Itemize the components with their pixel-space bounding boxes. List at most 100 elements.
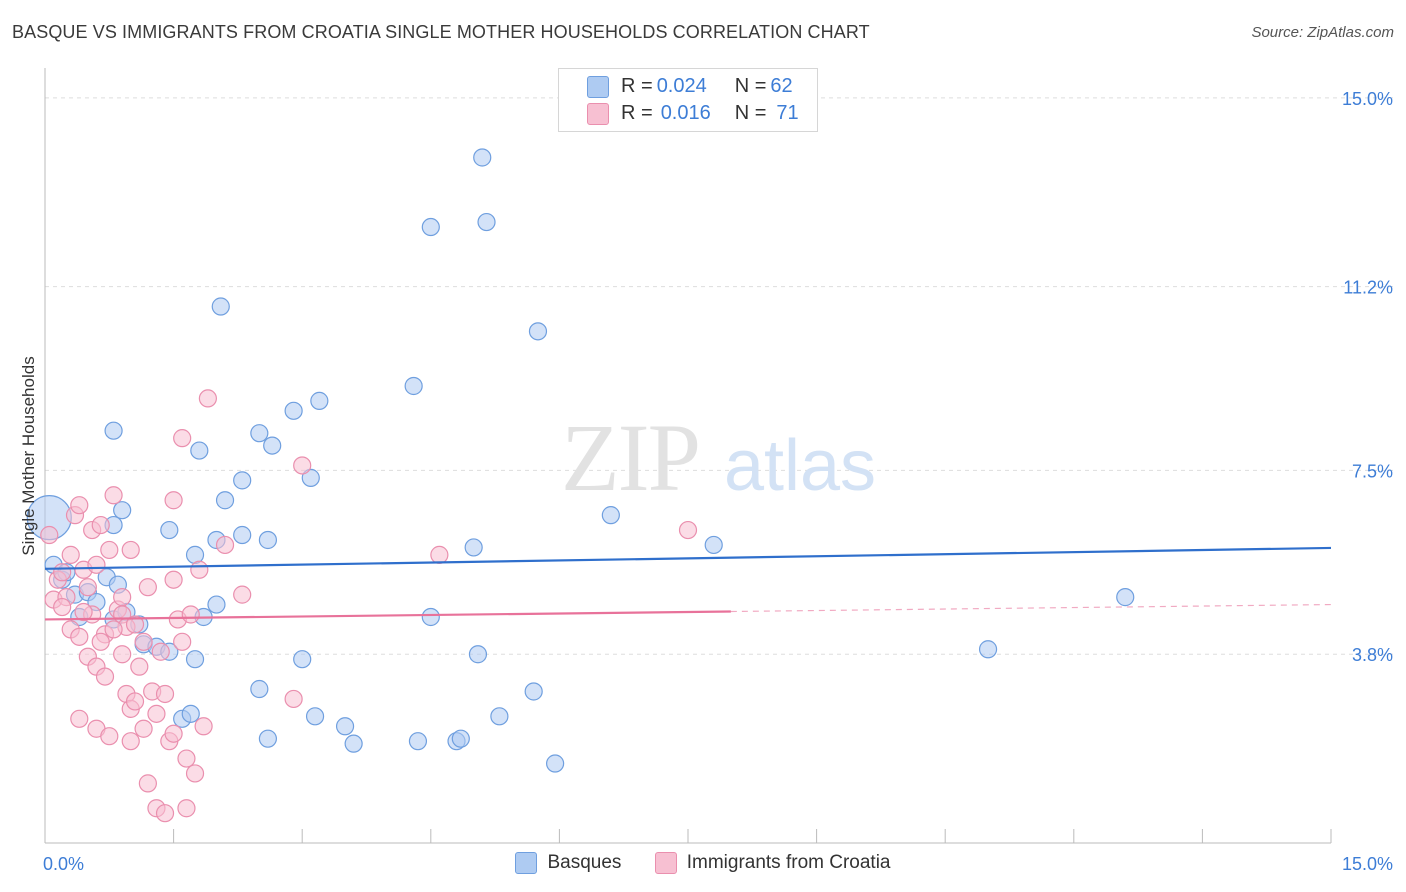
basques-point: [490, 707, 509, 726]
croatia-point: [233, 585, 252, 604]
croatia-point: [125, 615, 145, 634]
r-label: R =: [621, 102, 653, 124]
basques-point: [207, 595, 226, 614]
croatia-point: [134, 632, 153, 651]
croatia-point: [194, 717, 213, 736]
basques-point: [181, 704, 200, 723]
croatia-point: [125, 692, 145, 711]
croatia-point: [198, 389, 217, 408]
croatia-point: [53, 597, 72, 617]
croatia-legend-swatch: [654, 852, 677, 874]
tick-labels: 3.8% 7.5% 11.2% 15.0% 0.0% 15.0%: [43, 89, 1393, 874]
croatia-point: [164, 570, 183, 589]
croatia-point: [40, 525, 59, 545]
basques-point: [464, 538, 483, 557]
croatia-point: [151, 642, 170, 661]
watermark-zip: ZIP: [561, 404, 699, 511]
y-tick-label: 11.2%: [1343, 278, 1393, 298]
croatia-point: [104, 486, 123, 505]
r-value: 0.016: [660, 102, 711, 124]
croatia-point: [155, 684, 175, 704]
basques-point: [104, 421, 123, 440]
basques-swatch: [587, 75, 609, 98]
x-tick-label-min: 0.0%: [43, 854, 84, 874]
croatia-point: [70, 709, 89, 728]
chart-title: BASQUE VS IMMIGRANTS FROM CROATIA SINGLE…: [12, 22, 870, 42]
bottom-legend: Basques Immigrants from Croatia: [0, 852, 1406, 880]
croatia-point: [678, 520, 698, 540]
basques-point: [215, 491, 235, 510]
croatia-point: [138, 578, 157, 597]
croatia-point: [164, 724, 183, 743]
croatia-point: [185, 764, 205, 783]
croatia-point: [177, 799, 196, 818]
basques-point: [421, 607, 440, 627]
data-points: [26, 148, 1135, 823]
croatia-point: [70, 496, 89, 515]
croatia-point: [100, 727, 119, 746]
y-tick-label: 7.5%: [1352, 461, 1393, 481]
basques-point: [404, 376, 423, 396]
croatia-point: [61, 545, 80, 564]
watermark: ZIP atlas: [561, 404, 876, 511]
basques-point: [113, 501, 132, 520]
basques-point: [468, 645, 488, 664]
croatia-swatch: [587, 102, 609, 125]
n-value: 62: [770, 75, 793, 97]
legend-item-basques[interactable]: Basques: [515, 852, 621, 874]
basques-point: [301, 468, 320, 487]
croatia-point: [91, 515, 110, 535]
croatia-point: [284, 689, 303, 709]
basques-point: [185, 650, 205, 669]
basques-point: [190, 441, 209, 460]
croatia-point: [74, 602, 93, 622]
croatia-point: [91, 632, 110, 651]
basques-point: [421, 217, 440, 237]
croatia-point: [177, 749, 196, 768]
croatia-point: [87, 555, 106, 574]
croatia-point: [293, 456, 312, 475]
basques-point: [305, 707, 325, 726]
stats-row-croatia: R = 0.016 N = 71: [587, 102, 799, 125]
basques-point: [185, 545, 205, 564]
basques-point: [310, 391, 329, 410]
basques-point: [263, 436, 282, 455]
croatia-point: [95, 667, 115, 686]
croatia-point: [173, 632, 192, 651]
basques-point: [1116, 588, 1135, 607]
r-label: R =: [621, 75, 653, 97]
basques-point: [546, 754, 565, 773]
legend-item-croatia[interactable]: Immigrants from Croatia: [654, 852, 891, 874]
basques-point: [284, 401, 303, 420]
y-tick-label: 15.0%: [1342, 89, 1393, 109]
basques-point: [335, 717, 355, 736]
trend-lines: [44, 546, 1332, 621]
croatia-point: [113, 645, 132, 664]
n-label: N =: [734, 102, 767, 124]
basques-point: [211, 297, 230, 316]
basques-point: [408, 732, 428, 751]
basques-legend-swatch: [515, 852, 538, 874]
basques-point: [528, 322, 548, 341]
y-tick-label: 3.8%: [1352, 645, 1393, 665]
stats-row-basques: R = 0.024 N = 62: [587, 75, 793, 98]
croatia-point: [113, 588, 132, 607]
croatia-point: [190, 560, 209, 579]
croatia-point: [164, 491, 183, 510]
n-label: N =: [734, 75, 767, 97]
croatia-point: [121, 732, 140, 751]
croatia-point: [430, 545, 449, 564]
basques-point: [293, 650, 312, 669]
croatia-point: [155, 804, 175, 823]
r-value: 0.024: [656, 75, 707, 97]
croatia-point: [121, 540, 140, 560]
croatia-trend-line: [44, 610, 731, 621]
basques-point: [258, 729, 278, 748]
basques-point: [978, 640, 998, 659]
stats-legend: R = 0.024 N = 62 R = 0.016 N = 71: [558, 68, 818, 132]
basques-point: [233, 525, 252, 545]
basques-point: [258, 530, 278, 550]
basques-point: [160, 520, 179, 540]
croatia-point: [70, 627, 89, 646]
